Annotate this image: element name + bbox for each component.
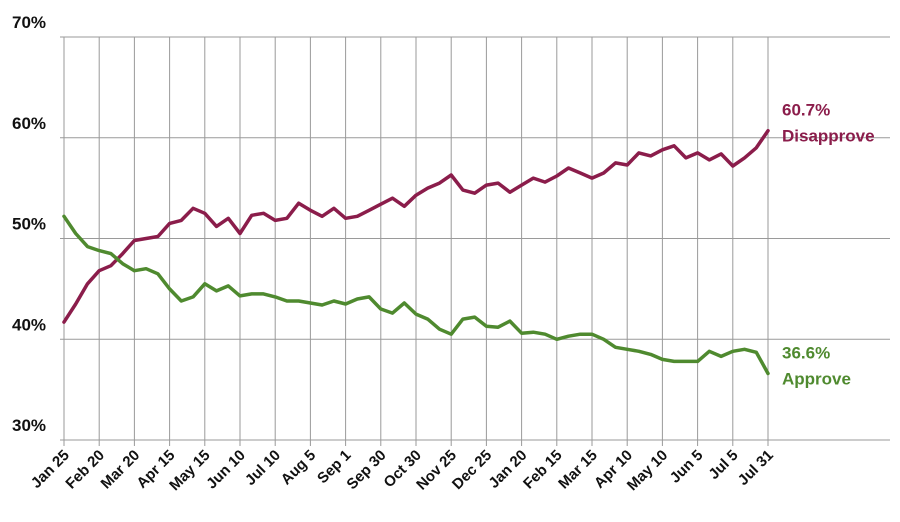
value-label: 36.6% [782, 344, 830, 363]
y-tick-label: 70% [12, 13, 46, 32]
x-tick-label: Dec 25 [449, 447, 495, 493]
x-tick-label: Nov 25 [413, 447, 460, 494]
value-label: 60.7% [782, 101, 830, 120]
x-tick-label: Jun 10 [203, 447, 249, 493]
x-tick-label: Jun 5 [667, 447, 707, 487]
y-tick-label: 40% [12, 315, 46, 334]
x-tick-label: Mar 20 [98, 447, 144, 493]
x-tick-label: Jul 31 [735, 447, 777, 489]
x-tick-label: Jul 10 [242, 447, 284, 489]
x-tick-label: Sep 30 [343, 447, 389, 493]
x-tick-label: Mar 15 [555, 447, 601, 493]
legend-label: Disapprove [782, 127, 875, 146]
line-series [62, 128, 770, 324]
line-series [62, 214, 770, 376]
legend-label: Approve [782, 370, 851, 389]
x-tick-label: Feb 15 [520, 447, 566, 493]
y-tick-label: 60% [12, 114, 46, 133]
y-tick-label: 50% [12, 215, 46, 234]
x-tick-label: Feb 20 [62, 447, 108, 493]
x-tick-label: Aug 5 [278, 447, 319, 488]
y-tick-label: 30% [12, 416, 46, 435]
